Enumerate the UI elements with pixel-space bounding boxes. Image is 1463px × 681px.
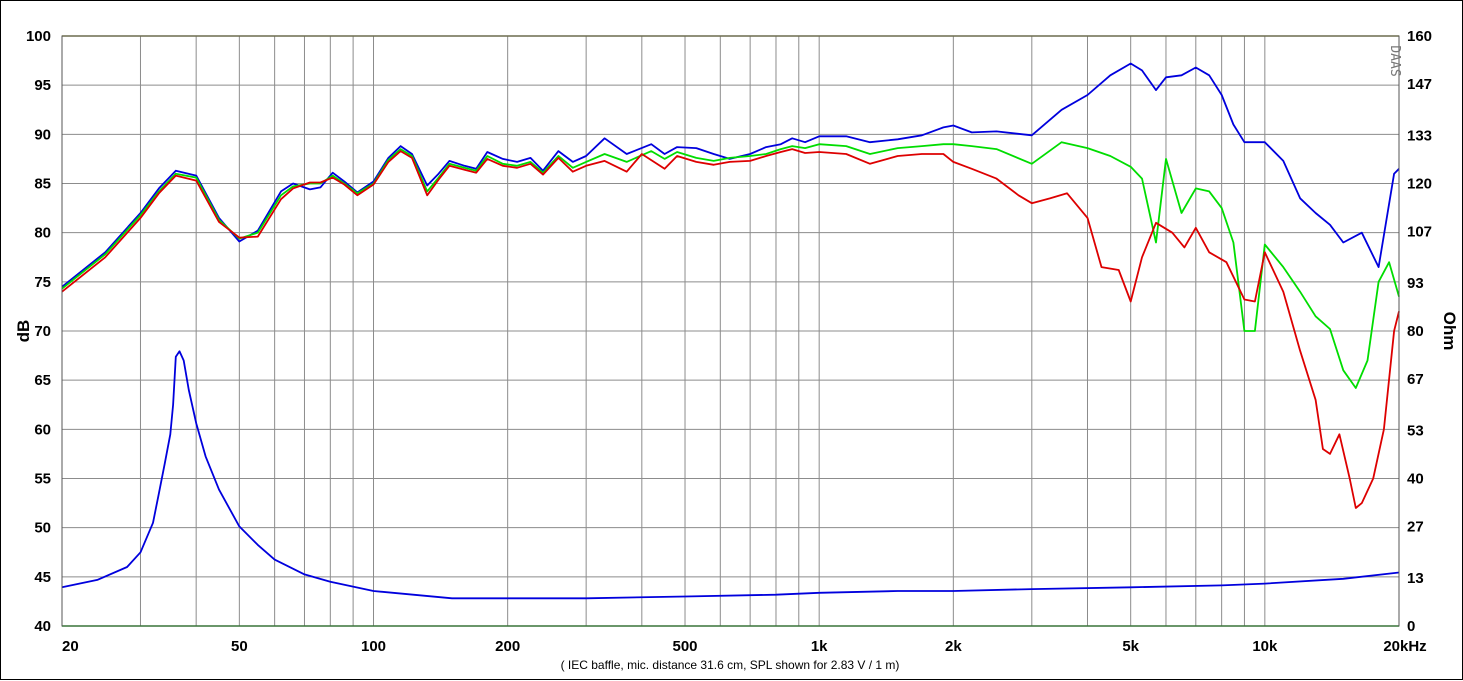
left-tick-label: 80 [34, 225, 51, 242]
curves [61, 62, 1400, 600]
x-tick-label: 5k [1122, 638, 1139, 655]
left-tick-label: 40 [34, 618, 51, 635]
right-tick-label: 133 [1407, 128, 1432, 145]
right-tick-label: 53 [1407, 423, 1424, 440]
left-tick-label: 75 [34, 274, 51, 291]
left-tick-label: 90 [34, 126, 51, 143]
x-tick-label: 100 [361, 638, 386, 655]
y-axis-label-left: dB [14, 320, 33, 343]
series-line-1 [61, 62, 1400, 288]
right-tick-label: 107 [1407, 223, 1432, 240]
brand-watermark: DAAS [1387, 45, 1402, 76]
right-tick-label: 93 [1407, 275, 1424, 292]
x-tick-label: 1k [811, 638, 828, 655]
series-line-3 [61, 148, 1400, 509]
left-tick-label: 65 [34, 372, 51, 389]
x-tick-label: 20kHz [1383, 638, 1426, 655]
left-tick-label: 85 [34, 176, 51, 193]
left-tick-label: 100 [26, 28, 51, 45]
chart-caption: ( IEC baffle, mic. distance 31.6 cm, SPL… [561, 658, 900, 672]
right-tick-label: 80 [1407, 323, 1424, 340]
series-line-4-impedance [61, 350, 1400, 600]
left-tick-label: 70 [34, 323, 51, 340]
x-tick-label: 200 [495, 638, 520, 655]
right-tick-label: 0 [1407, 618, 1415, 635]
right-tick-label: 120 [1407, 176, 1432, 193]
x-tick-label: 50 [231, 638, 248, 655]
right-tick-label: 13 [1407, 570, 1424, 587]
x-tick-label: 20 [62, 638, 79, 655]
series-line-2 [61, 141, 1400, 389]
right-tick-label: 40 [1407, 471, 1424, 488]
left-tick-label: 95 [34, 77, 51, 94]
x-tick-label: 2k [945, 638, 962, 655]
left-tick-label: 55 [34, 471, 51, 488]
left-tick-label: 60 [34, 421, 51, 438]
right-tick-label: 27 [1407, 518, 1424, 535]
left-tick-label: 50 [34, 520, 51, 537]
right-tick-label: 67 [1407, 371, 1424, 388]
plot-border [61, 35, 1400, 627]
y-axis-label-right: Ohm [1440, 312, 1459, 351]
x-tick-label: 10k [1252, 638, 1278, 655]
x-tick-label: 500 [672, 638, 697, 655]
tick-labels: 100 95 90 85 80 75 70 65 60 55 50 45 40 160 147 133 120 1… [26, 28, 1432, 655]
right-tick-label: 147 [1407, 76, 1432, 93]
left-tick-label: 45 [34, 569, 51, 586]
right-tick-label: 160 [1407, 28, 1432, 45]
